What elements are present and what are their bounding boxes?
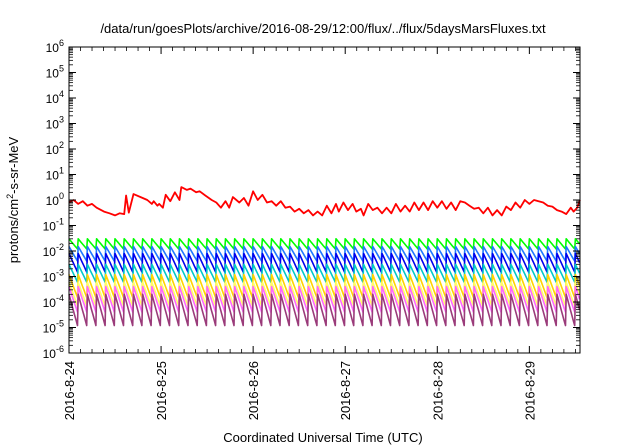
x-axis: 2016-8-24 2016-8-25 2016-8-26 2016-8-27 2016… xyxy=(62,47,576,420)
series-group xyxy=(68,186,581,327)
y-tick-label: 106 xyxy=(46,38,64,55)
y-axis-label-rest: -s-sr-MeV xyxy=(6,136,21,193)
red-flux-series-line xyxy=(68,186,581,217)
y-tick-label: 100 xyxy=(46,191,64,208)
y-tick-label: 103 xyxy=(46,115,64,132)
x-tick-label: 2016-8-26 xyxy=(246,361,261,420)
y-tick-label: 105 xyxy=(46,64,64,81)
y-tick-label: 10-2 xyxy=(43,242,64,259)
flux-series-line-3 xyxy=(68,252,581,273)
y-tick-label: 10-3 xyxy=(43,268,64,285)
flux-series-line-7 xyxy=(68,285,581,313)
y-tick-label: 102 xyxy=(46,140,64,157)
y-axis-label-sup: 2 xyxy=(5,194,15,199)
y-tick-label: 10-6 xyxy=(43,344,64,361)
flux-series-line-8 xyxy=(68,293,581,327)
x-tick-label: 2016-8-27 xyxy=(338,361,353,420)
x-tick-label: 2016-8-29 xyxy=(522,361,537,420)
y-tick-label: 104 xyxy=(46,89,64,106)
x-axis-label: Coordinated Universal Time (UTC) xyxy=(223,430,422,445)
y-tick-label: 10-1 xyxy=(43,217,64,234)
flux-series-line-4 xyxy=(68,263,581,283)
y-axis-label-base: protons/cm xyxy=(6,199,21,263)
flux-series-line-2 xyxy=(68,245,581,262)
y-tick-label: 101 xyxy=(46,166,64,183)
y-tick-label: 10-5 xyxy=(43,319,64,336)
flux-series-line-5 xyxy=(68,273,581,299)
y-tick-label: 10-4 xyxy=(43,293,64,310)
y-axis-label: protons/cm2-s-sr-MeV xyxy=(5,136,21,263)
flux-series-line-6 xyxy=(68,281,581,307)
chart-title: /data/run/goesPlots/archive/2016-08-29/1… xyxy=(100,21,546,36)
flux-series-line-1 xyxy=(68,238,581,250)
x-tick-label: 2016-8-28 xyxy=(430,361,445,420)
x-tick-label: 2016-8-24 xyxy=(62,361,77,420)
y-axis: 10-6 10-5 10-4 10-3 10-2 10-1 100 101 102 103 104 1… xyxy=(43,38,580,361)
x-tick-label: 2016-8-25 xyxy=(154,361,169,420)
